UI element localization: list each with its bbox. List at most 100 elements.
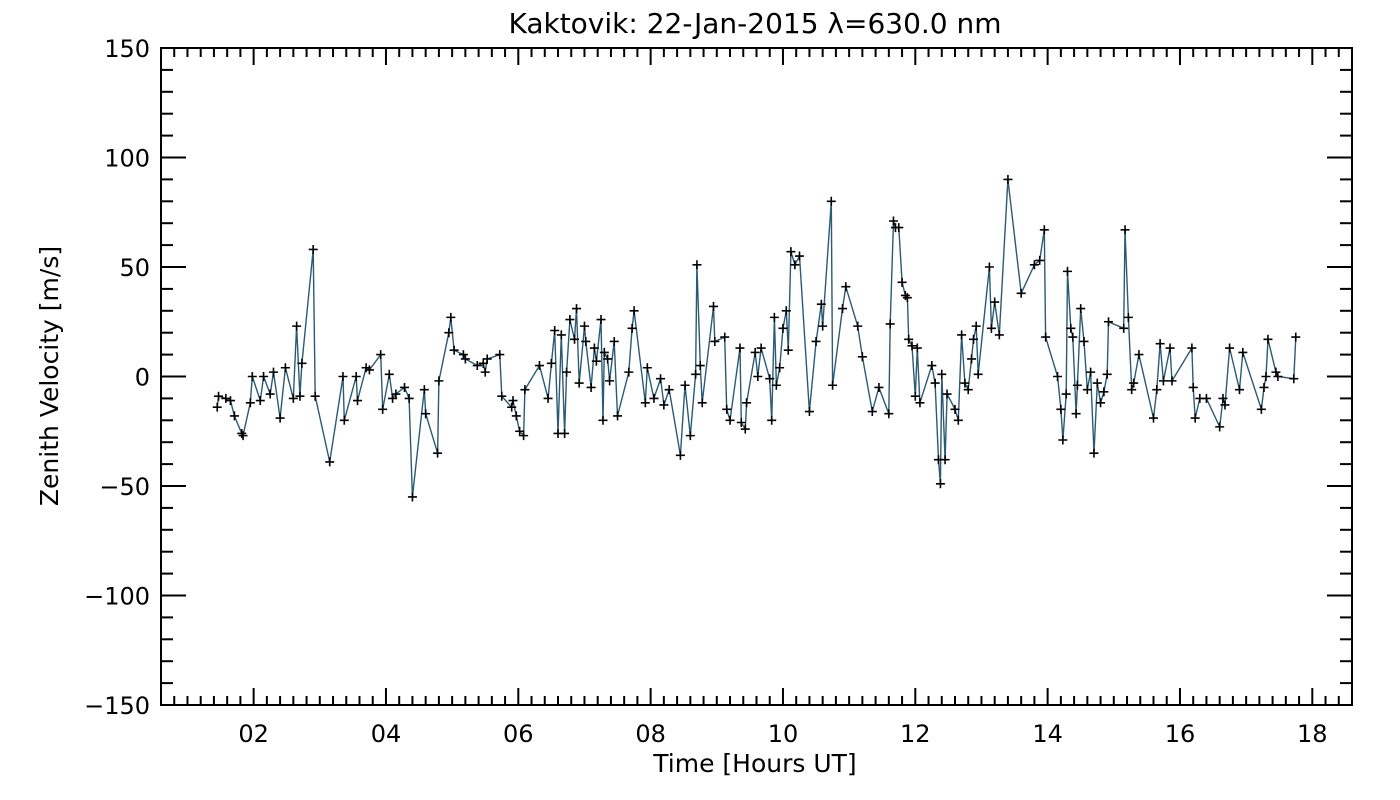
data-point xyxy=(288,393,298,403)
data-point xyxy=(586,382,596,392)
data-point xyxy=(1039,225,1049,235)
data-point xyxy=(874,382,884,392)
data-point xyxy=(460,354,470,364)
data-point xyxy=(697,398,707,408)
x-tick-label: 14 xyxy=(1032,720,1063,748)
data-point xyxy=(907,341,917,351)
data-point xyxy=(735,343,745,353)
x-tick-label: 08 xyxy=(635,720,666,748)
data-point xyxy=(841,282,851,292)
data-point xyxy=(804,407,814,417)
data-point xyxy=(404,393,414,403)
data-point xyxy=(384,369,394,379)
y-tick-label: −100 xyxy=(84,583,150,611)
data-point xyxy=(1187,343,1197,353)
data-point xyxy=(609,336,619,346)
data-point xyxy=(605,376,615,386)
data-point xyxy=(338,372,348,381)
data-point xyxy=(778,323,788,333)
data-point xyxy=(1068,332,1078,342)
data-point xyxy=(1190,413,1200,423)
data-series xyxy=(212,174,1301,502)
data-point xyxy=(570,334,580,344)
data-point xyxy=(664,385,674,395)
data-point xyxy=(771,380,781,390)
data-point xyxy=(495,350,505,360)
data-point xyxy=(325,457,335,467)
data-point xyxy=(1082,385,1092,395)
data-point xyxy=(515,426,525,436)
data-point xyxy=(971,321,981,331)
data-point xyxy=(720,332,730,342)
data-point xyxy=(969,334,979,344)
data-point xyxy=(953,415,963,425)
data-point xyxy=(897,277,907,287)
data-point xyxy=(642,363,652,373)
data-point xyxy=(1079,336,1089,346)
data-point xyxy=(1119,323,1129,333)
data-point xyxy=(599,347,609,357)
axis-ticks xyxy=(161,47,1353,706)
x-axis-label: Time [Hours UT] xyxy=(652,749,856,778)
data-point xyxy=(984,262,994,272)
data-point xyxy=(519,431,529,441)
data-point xyxy=(990,297,1000,307)
data-point xyxy=(624,367,634,377)
data-point xyxy=(351,372,361,381)
data-point xyxy=(550,326,560,336)
data-point xyxy=(750,347,760,357)
data-point xyxy=(1289,374,1299,384)
data-point xyxy=(994,330,1004,340)
data-point xyxy=(828,380,838,390)
data-point xyxy=(275,413,285,423)
data-point xyxy=(1271,367,1281,377)
data-point xyxy=(589,343,599,353)
data-point xyxy=(478,358,488,368)
data-point xyxy=(1218,393,1228,403)
x-tick-label: 12 xyxy=(900,720,931,748)
data-point xyxy=(1259,382,1269,392)
data-point xyxy=(225,396,235,406)
data-point xyxy=(640,398,650,408)
data-point xyxy=(659,400,669,410)
data-point xyxy=(1263,334,1273,344)
data-point xyxy=(1152,385,1162,395)
data-point xyxy=(444,328,454,338)
data-point xyxy=(685,431,695,441)
data-point xyxy=(297,358,307,368)
data-point xyxy=(1261,372,1271,381)
data-point xyxy=(1165,343,1175,353)
data-point xyxy=(1158,376,1168,386)
data-point xyxy=(708,301,718,311)
data-point xyxy=(950,404,960,414)
data-point xyxy=(565,315,575,325)
data-point xyxy=(572,304,582,314)
data-point xyxy=(364,365,374,375)
data-point xyxy=(238,431,248,441)
data-point xyxy=(967,354,977,364)
data-point xyxy=(957,330,967,340)
data-point xyxy=(1041,332,1051,342)
data-point xyxy=(613,411,623,421)
data-point xyxy=(1215,422,1225,432)
data-point xyxy=(884,409,894,419)
data-point xyxy=(472,361,482,371)
tick-labels: 02 04 06 08 10 12 14 16 18 −150 −100 −50 0 50 100 150 xyxy=(84,35,1327,748)
data-point xyxy=(894,223,904,233)
data-point xyxy=(680,380,690,390)
data-point xyxy=(1238,347,1248,357)
data-point xyxy=(1035,255,1045,265)
data-point xyxy=(543,393,553,403)
data-point xyxy=(1149,413,1158,423)
data-point xyxy=(900,290,910,300)
data-point xyxy=(434,376,444,386)
data-point xyxy=(507,402,517,412)
data-point xyxy=(1256,404,1266,414)
data-point xyxy=(736,417,746,427)
data-point xyxy=(783,345,793,355)
data-point xyxy=(520,385,530,395)
data-point xyxy=(935,479,945,489)
data-point xyxy=(560,428,570,438)
y-axis-label: Zenith Velocity [m/s] xyxy=(35,246,64,506)
data-point xyxy=(421,409,431,419)
